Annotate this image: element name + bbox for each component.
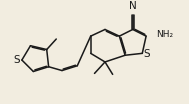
Text: N: N: [129, 1, 137, 11]
Text: NH₂: NH₂: [156, 30, 173, 39]
Text: S: S: [143, 49, 150, 59]
Text: S: S: [13, 55, 20, 65]
